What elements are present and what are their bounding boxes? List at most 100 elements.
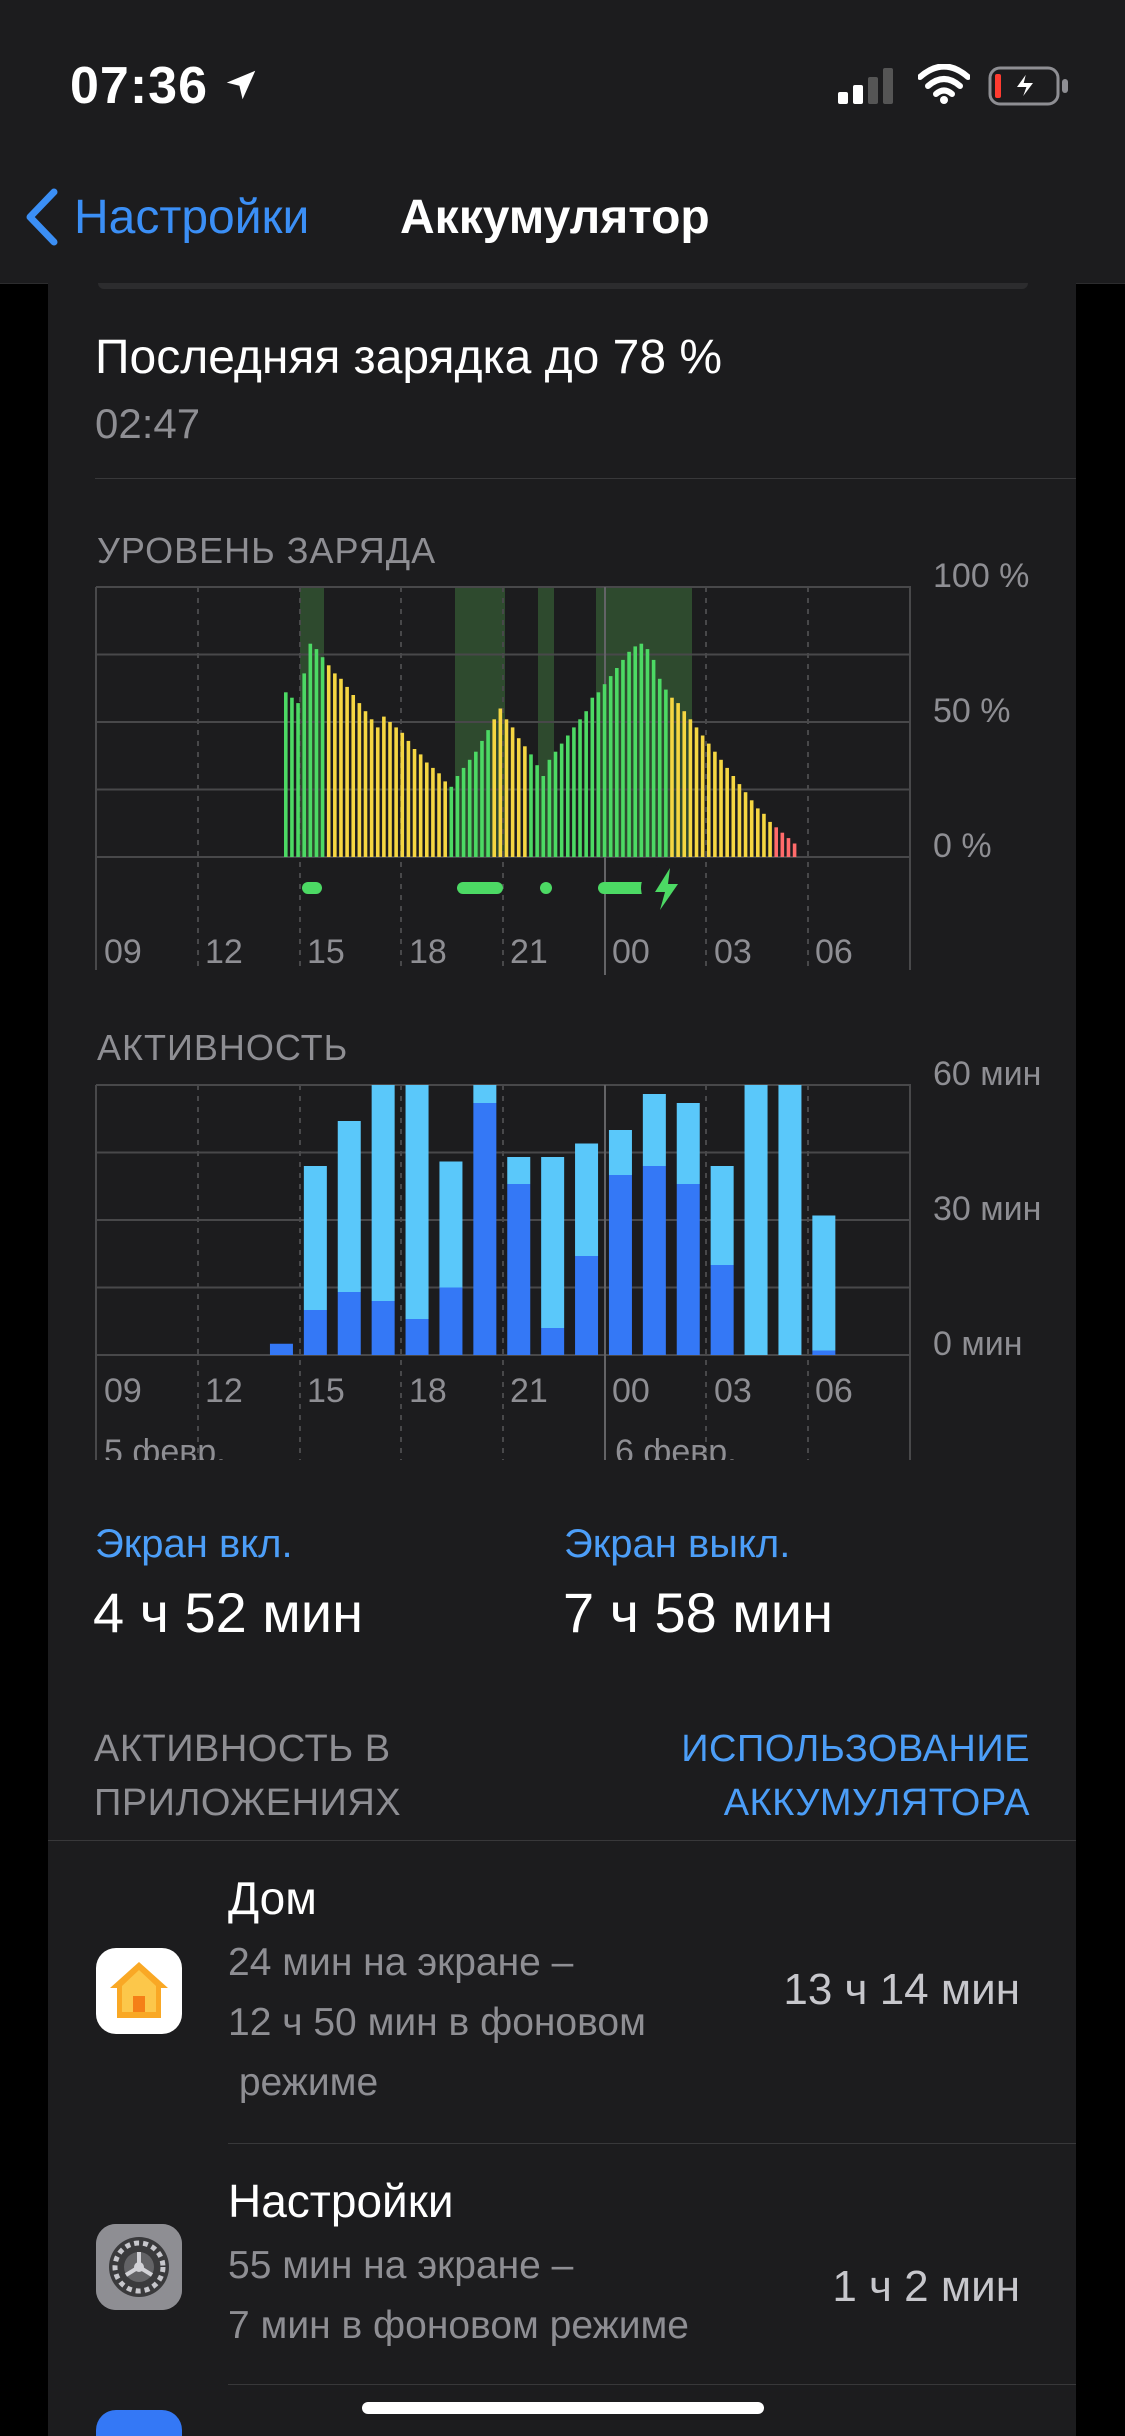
battery-usage-line2: АККУМУЛЯТОРА: [723, 1782, 1030, 1824]
battery-level-bar: [756, 808, 760, 857]
battery-level-bar: [351, 695, 356, 857]
battery-level-bar: [645, 649, 650, 857]
screen-on-bar: [371, 1301, 395, 1355]
battery-level-bar: [443, 781, 447, 857]
screen-off-bar: [507, 1157, 531, 1184]
screen-on-value: 4 ч 52 мин: [93, 1581, 363, 1644]
activity-title: АКТИВНОСТЬ: [97, 1027, 349, 1068]
app-desc-line2: 7 мин в фоновом режиме: [228, 2304, 689, 2347]
app-name: Настройки: [228, 2175, 454, 2227]
screen-on-bar: [710, 1265, 734, 1355]
screen-off-bar: [473, 1085, 497, 1103]
battery-level-bar: [737, 784, 742, 857]
battery-level-bar: [431, 767, 435, 857]
battery-level-bar: [412, 749, 417, 857]
battery-level-bar: [388, 722, 392, 857]
battery-level-bar: [424, 762, 429, 857]
y-tick-30: 30 мин: [933, 1190, 1041, 1228]
wifi-icon: [917, 63, 971, 109]
segmented-control-remnant: [48, 283, 1076, 291]
back-label: Настройки: [74, 190, 310, 244]
app-activity-header-line1: АКТИВНОСТЬ В: [94, 1728, 391, 1770]
date-label-6feb: 6 февр.: [615, 1433, 737, 1460]
home-indicator: [362, 2402, 764, 2414]
charging-indicator: [540, 882, 552, 894]
app-row-settings[interactable]: Настройки 55 мин на экране – 7 мин в фон…: [48, 2144, 1076, 2384]
battery-level-bar: [418, 754, 423, 857]
screen-on-bar: [812, 1350, 836, 1355]
app-usage-description: 24 мин на экране – 12 ч 50 мин в фоновом…: [228, 1933, 788, 2113]
screen-on-bar: [676, 1184, 700, 1355]
y-tick-100: 100 %: [933, 560, 1029, 595]
screen-off-bar: [541, 1157, 565, 1328]
battery-level-bar: [706, 743, 711, 857]
battery-level-bar: [565, 735, 570, 857]
screen-on-label: Экран вкл.: [95, 1522, 293, 1566]
screen-off-bar: [575, 1143, 599, 1256]
battery-level-bar: [786, 838, 791, 857]
battery-level-bar: [774, 827, 778, 857]
battery-level-bar: [449, 786, 454, 857]
battery-level-bar: [627, 651, 631, 857]
screen-off-bar: [778, 1085, 802, 1355]
charging-indicator: [302, 882, 322, 894]
app-row-home[interactable]: Дом 24 мин на экране – 12 ч 50 мин в фон…: [48, 1841, 1076, 2143]
battery-charging-icon: [988, 66, 1070, 111]
screen-on-bar: [439, 1287, 463, 1355]
battery-level-bar: [768, 821, 772, 857]
battery-level-bar: [639, 643, 644, 857]
battery-level-bar: [400, 732, 405, 857]
screen-off-bar: [744, 1085, 768, 1355]
battery-level-bar: [284, 692, 288, 857]
charging-indicator: [457, 882, 503, 894]
battery-level-bar: [621, 659, 625, 857]
battery-level-bar: [688, 719, 693, 857]
battery-level-bar: [792, 843, 797, 857]
y-tick-0: 0 %: [933, 827, 992, 865]
battery-level-bar: [437, 773, 441, 857]
battery-level-bar: [535, 765, 539, 857]
battery-level-bar: [682, 711, 687, 857]
battery-level-bar: [516, 738, 521, 857]
battery-level-bar: [480, 740, 484, 857]
divider: [48, 1840, 1076, 1841]
battery-level-bar: [559, 743, 564, 857]
battery-level-bar: [339, 678, 343, 857]
back-button[interactable]: Настройки: [24, 186, 309, 248]
screen-off-bar: [439, 1161, 463, 1288]
battery-level-bar: [553, 751, 558, 857]
battery-level-bar: [510, 727, 515, 857]
chevron-left-icon: [26, 188, 58, 246]
app-total-time: 13 ч 14 мин: [783, 1965, 1020, 2014]
screen-on-bar: [608, 1175, 632, 1355]
screen-off-label: Экран выкл.: [564, 1522, 791, 1566]
screen-on-bar: [473, 1103, 497, 1355]
x-tick-00: 00: [612, 933, 650, 971]
battery-level-bar: [394, 727, 398, 857]
battery-level-bar: [320, 657, 325, 857]
x-tick-03: 03: [714, 933, 752, 971]
battery-level-bar: [725, 767, 729, 857]
battery-level-bar: [382, 716, 386, 857]
app-activity-header: АКТИВНОСТЬ В ПРИЛОЖЕНИЯХ: [94, 1722, 401, 1830]
battery-level-bar: [547, 759, 552, 857]
y-tick-50: 50 %: [933, 692, 1011, 730]
battery-level-bar: [296, 703, 300, 857]
last-charge-time: 02:47: [95, 400, 201, 447]
battery-usage-toggle[interactable]: ИСПОЛЬЗОВАНИЕ АККУМУЛЯТОРА: [681, 1722, 1030, 1830]
next-app-row-partial[interactable]: [96, 2410, 182, 2436]
app-name: Дом: [228, 1872, 317, 1924]
screen-off-bar: [608, 1130, 632, 1175]
app-activity-header-line2: ПРИЛОЖЕНИЯХ: [94, 1782, 402, 1824]
battery-level-bar: [676, 703, 680, 857]
divider: [228, 2384, 1076, 2385]
battery-level-bar: [584, 711, 588, 857]
battery-level-bar: [455, 776, 460, 857]
battery-level-bar: [602, 684, 607, 857]
battery-level-bar: [749, 800, 754, 857]
x-tick-09: 09: [104, 933, 142, 971]
x-tick-21: 21: [510, 1372, 548, 1410]
battery-level-bar: [492, 719, 497, 857]
battery-level-bar: [719, 759, 723, 857]
battery-level-title: УРОВЕНЬ ЗАРЯДА: [97, 530, 437, 571]
